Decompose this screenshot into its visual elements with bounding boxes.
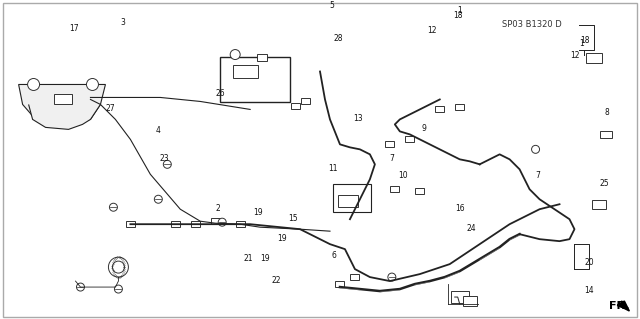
Circle shape <box>86 78 99 91</box>
Text: 21: 21 <box>243 254 253 263</box>
Circle shape <box>108 257 129 277</box>
Bar <box>390 186 399 192</box>
Text: 13: 13 <box>353 114 363 123</box>
Bar <box>211 218 220 224</box>
Circle shape <box>77 283 84 291</box>
Circle shape <box>154 195 163 203</box>
Polygon shape <box>618 301 629 311</box>
Circle shape <box>218 218 226 226</box>
Text: 25: 25 <box>600 179 609 188</box>
Bar <box>455 104 464 110</box>
Text: 22: 22 <box>271 276 281 285</box>
Text: 19: 19 <box>253 208 263 217</box>
Bar <box>291 103 300 109</box>
Text: 12: 12 <box>570 51 579 60</box>
Bar <box>405 137 414 142</box>
Text: 7: 7 <box>535 171 540 180</box>
Text: 6: 6 <box>332 251 337 260</box>
Text: 12: 12 <box>427 26 436 35</box>
Text: 3: 3 <box>120 18 125 27</box>
Polygon shape <box>29 104 100 130</box>
Bar <box>451 291 468 303</box>
Bar <box>220 57 290 102</box>
Circle shape <box>109 203 117 211</box>
Text: 24: 24 <box>467 224 477 233</box>
Text: 7: 7 <box>389 154 394 163</box>
Text: 18: 18 <box>453 11 463 20</box>
Text: 5: 5 <box>330 1 335 10</box>
Bar <box>257 54 267 61</box>
Circle shape <box>113 261 124 273</box>
Bar <box>233 64 258 78</box>
Bar <box>236 221 244 227</box>
Polygon shape <box>19 85 106 124</box>
Bar <box>415 188 424 194</box>
Circle shape <box>388 273 396 281</box>
Circle shape <box>28 78 40 91</box>
Text: 19: 19 <box>260 254 270 263</box>
Text: 15: 15 <box>288 214 298 223</box>
Text: 2: 2 <box>216 204 221 213</box>
Text: 9: 9 <box>421 124 426 133</box>
Bar <box>463 296 477 306</box>
Text: 11: 11 <box>328 164 338 173</box>
Bar <box>171 221 180 227</box>
Text: FR.: FR. <box>609 301 630 311</box>
Bar <box>385 141 394 147</box>
Text: 23: 23 <box>159 154 169 163</box>
Text: 27: 27 <box>106 104 115 113</box>
Text: 26: 26 <box>216 89 225 98</box>
Bar <box>338 195 358 207</box>
Bar <box>335 281 344 287</box>
Bar <box>600 131 612 138</box>
Text: 14: 14 <box>584 286 595 294</box>
Bar <box>126 221 135 227</box>
Bar <box>351 274 360 280</box>
Circle shape <box>163 160 172 168</box>
Bar <box>593 200 607 209</box>
Text: 1: 1 <box>458 6 462 15</box>
Circle shape <box>230 49 240 60</box>
Text: 4: 4 <box>156 126 161 135</box>
Text: 17: 17 <box>70 24 79 33</box>
Circle shape <box>115 285 122 293</box>
Circle shape <box>532 145 540 153</box>
Bar <box>333 184 371 212</box>
Text: SP03 B1320 D: SP03 B1320 D <box>502 20 561 29</box>
Text: 18: 18 <box>580 36 589 45</box>
Text: 1: 1 <box>579 39 584 48</box>
Bar <box>586 53 602 63</box>
Bar <box>301 99 310 104</box>
Text: 10: 10 <box>398 171 408 180</box>
Text: 28: 28 <box>333 34 342 43</box>
Text: 19: 19 <box>277 234 287 243</box>
Text: 8: 8 <box>604 108 609 117</box>
Text: 20: 20 <box>584 258 595 267</box>
Bar <box>191 221 200 227</box>
Bar <box>54 94 72 104</box>
Text: 16: 16 <box>455 204 465 213</box>
Bar <box>435 107 444 112</box>
